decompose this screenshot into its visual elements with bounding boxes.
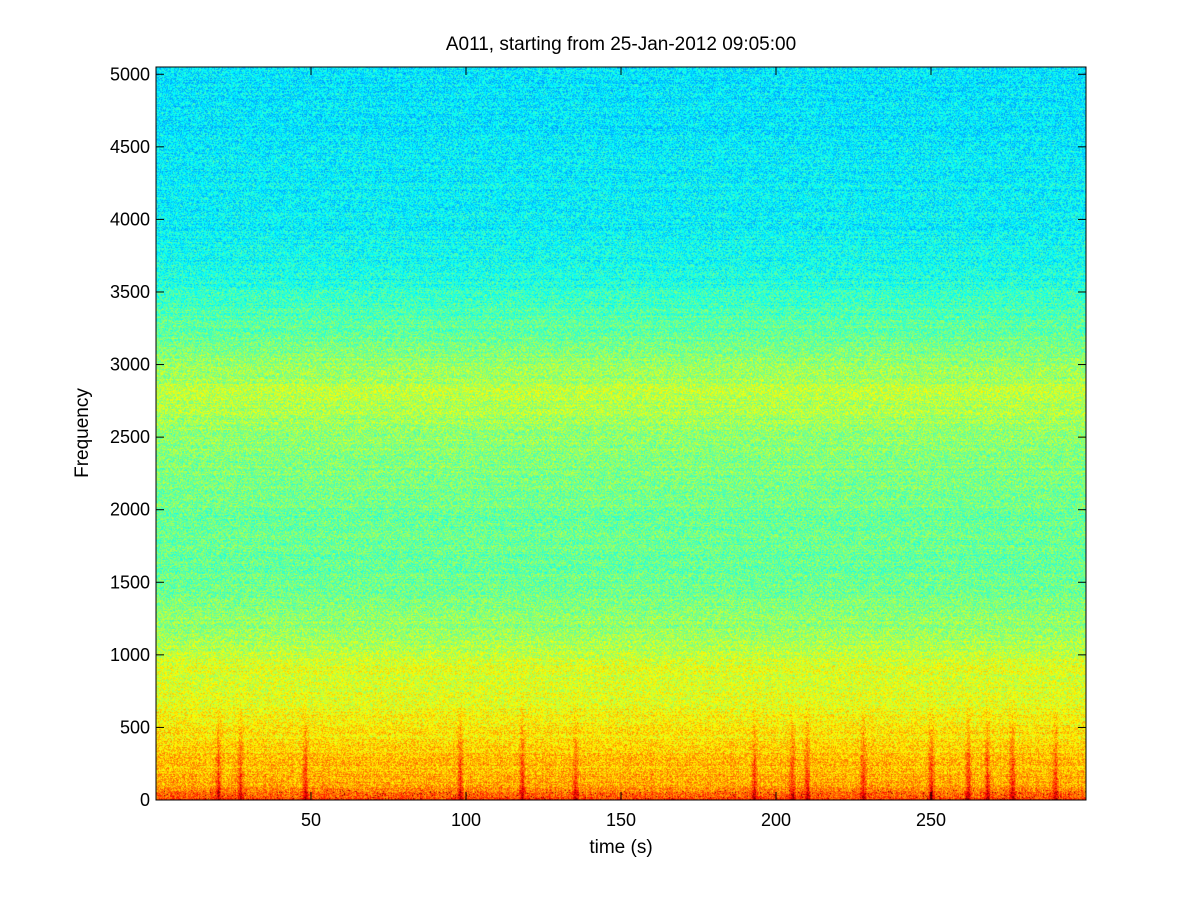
y-tick-label: 3500 bbox=[110, 282, 150, 302]
y-tick-label: 2000 bbox=[110, 500, 150, 520]
y-tick-label: 4000 bbox=[110, 209, 150, 229]
y-tick-label: 0 bbox=[140, 790, 150, 810]
chart-title: A011, starting from 25-Jan-2012 09:05:00 bbox=[446, 34, 796, 55]
x-tick-label: 250 bbox=[916, 810, 946, 830]
x-axis-label: time (s) bbox=[589, 837, 652, 858]
y-tick-label: 3000 bbox=[110, 355, 150, 375]
y-tick-label: 500 bbox=[120, 717, 150, 737]
axis-ticks: 50 100 150 200 25005001000150020002500300035… bbox=[110, 64, 1086, 830]
x-tick-label: 200 bbox=[761, 810, 791, 830]
spectrogram-image bbox=[156, 67, 1086, 800]
plot-border bbox=[155, 66, 1087, 801]
y-tick-label: 1500 bbox=[110, 572, 150, 592]
y-tick-label: 4500 bbox=[110, 137, 150, 157]
y-tick-label: 2500 bbox=[110, 427, 150, 447]
y-tick-label: 1000 bbox=[110, 645, 150, 665]
y-axis-label: Frequency bbox=[72, 388, 93, 478]
x-tick-label: 50 bbox=[301, 810, 321, 830]
x-tick-label: 150 bbox=[606, 810, 636, 830]
x-tick-label: 100 bbox=[451, 810, 481, 830]
y-tick-label: 5000 bbox=[110, 64, 150, 84]
